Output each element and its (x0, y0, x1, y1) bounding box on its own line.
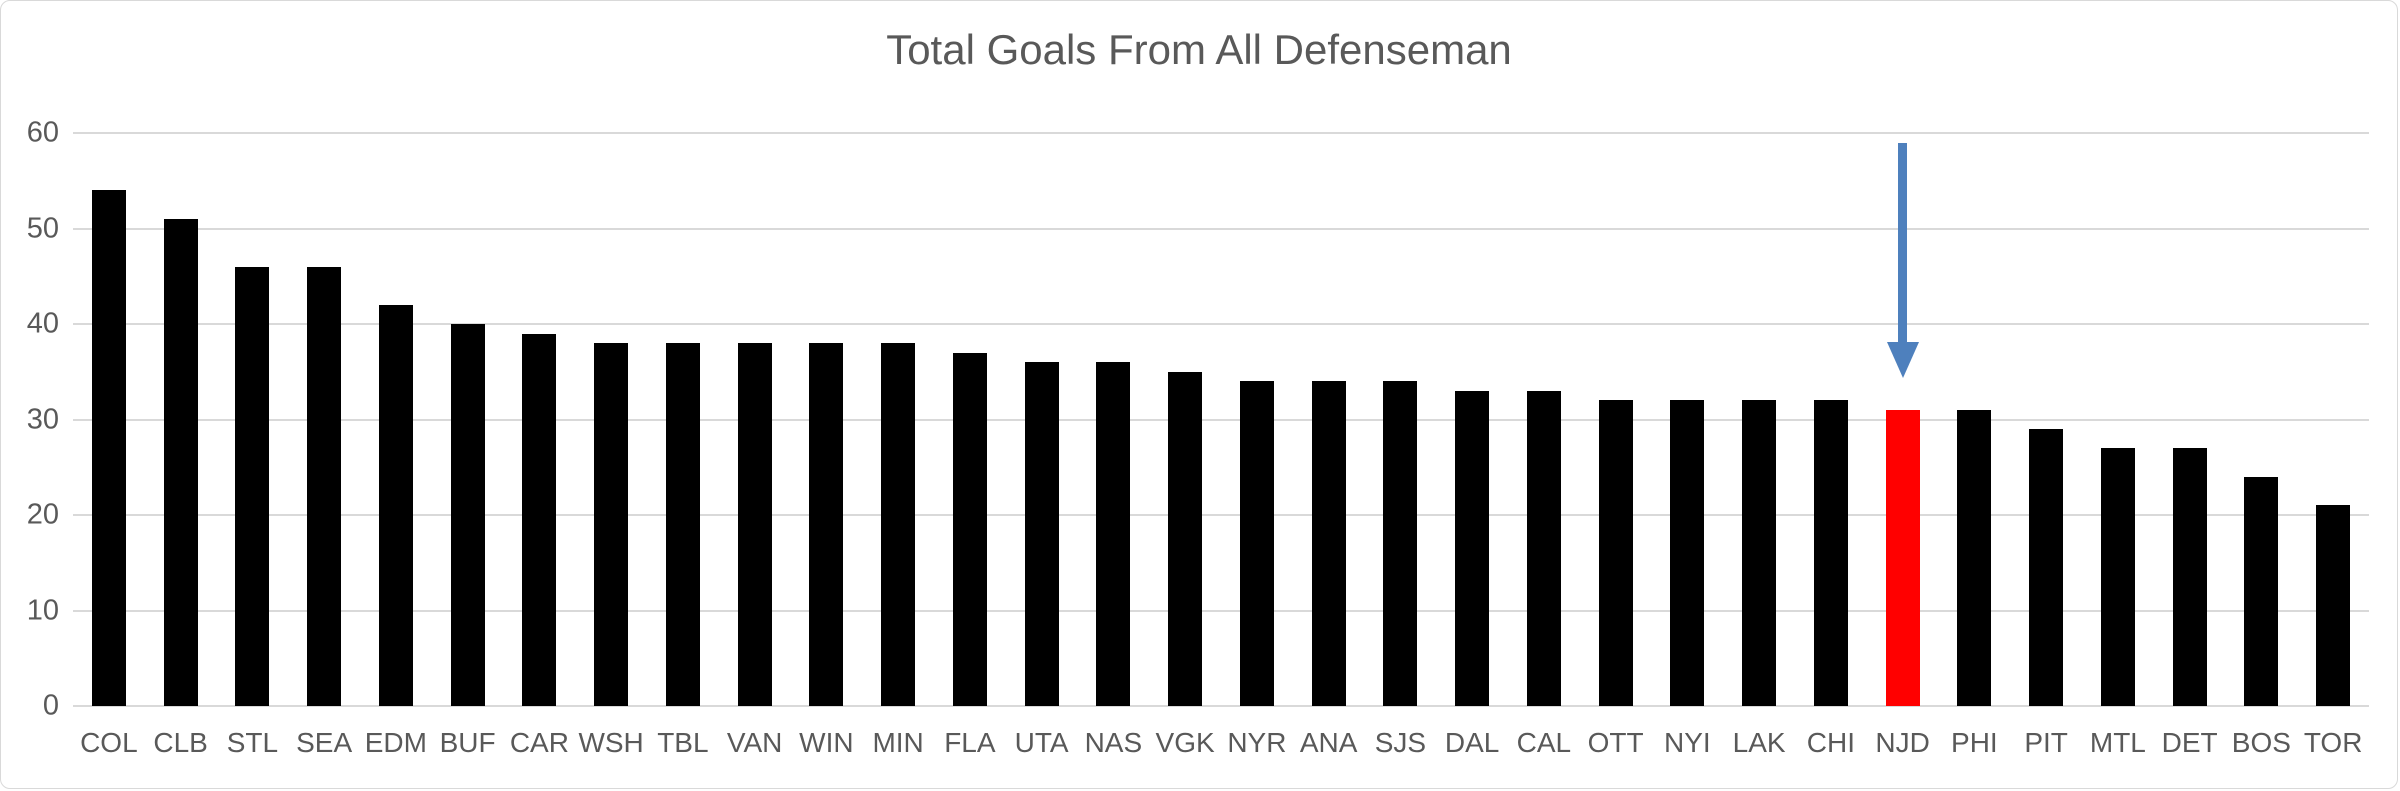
x-tick-label-car: CAR (509, 727, 569, 758)
bar-edm (378, 304, 413, 706)
y-tick-label-50: 50 (26, 212, 59, 244)
bar-nas (1096, 362, 1131, 706)
gridline-30 (73, 418, 2369, 421)
y-tick-label-10: 10 (26, 594, 59, 626)
bar-phi (1957, 409, 1992, 706)
x-tick-label-tbl: TBL (657, 727, 709, 758)
gridline-20 (73, 514, 2369, 516)
x-tick-label-sjs: SJS (1374, 727, 1427, 758)
bar-tbl (665, 343, 700, 706)
bar-vgk (1168, 371, 1203, 706)
y-tick-label-60: 60 (26, 116, 59, 149)
y-tick-label-40: 40 (26, 307, 59, 340)
bar-fla (952, 352, 987, 706)
bar-sjs (1383, 381, 1418, 706)
x-tick-label-pit: PIT (2024, 727, 2068, 758)
bar-nyr (1239, 381, 1274, 706)
bar-uta (1024, 362, 1059, 706)
bar-pit (2029, 429, 2064, 706)
x-tick-label-wsh: WSH (578, 727, 644, 758)
bar-van (737, 343, 772, 706)
gridline-0 (73, 705, 2369, 707)
bar-ott (1598, 400, 1633, 706)
x-tick-label-sea: SEA (296, 727, 353, 758)
bar-dal (1455, 390, 1490, 706)
x-tick-label-nyi: NYI (1664, 727, 1711, 758)
x-tick-label-phi: PHI (1951, 727, 1998, 758)
bar-clb (163, 218, 198, 706)
x-tick-label-nyr: NYR (1227, 727, 1287, 758)
bar-lak (1742, 400, 1777, 706)
x-tick-label-col: COL (80, 727, 138, 758)
y-tick-label-0: 0 (42, 689, 59, 722)
bar-ana (1311, 381, 1346, 706)
bar-min (881, 343, 916, 706)
bar-bos (2244, 476, 2279, 706)
x-tick-label-clb: CLB (153, 727, 208, 758)
plot-area (73, 132, 2369, 707)
bar-chi (1813, 400, 1848, 706)
bar-car (522, 333, 557, 706)
gridline-50 (73, 227, 2369, 230)
y-tick-label-30: 30 (26, 403, 59, 435)
bar-det (2172, 448, 2207, 706)
x-tick-label-dal: DAL (1444, 727, 1500, 758)
x-tick-label-cal: CAL (1516, 727, 1572, 758)
x-tick-label-lak: LAK (1732, 727, 1786, 758)
bar-win (809, 343, 844, 706)
x-tick-label-njd: NJD (1875, 727, 1930, 758)
bar-buf (450, 324, 485, 706)
x-tick-label-mtl: MTL (2089, 727, 2146, 758)
x-tick-label-buf: BUF (439, 727, 496, 758)
gridline-40 (73, 323, 2369, 325)
y-tick-label-20: 20 (26, 498, 59, 531)
bar-col (91, 190, 126, 706)
gridline-60 (73, 132, 2369, 134)
x-tick-label-chi: CHI (1806, 727, 1855, 758)
x-tick-label-bos: BOS (2231, 727, 2291, 758)
gridline-10 (73, 609, 2369, 612)
x-tick-label-fla: FLA (944, 727, 996, 758)
x-tick-label-win: WIN (799, 727, 854, 758)
arrow-head (1886, 342, 1919, 378)
bar-cal (1526, 390, 1561, 706)
x-tick-label-uta: UTA (1014, 727, 1069, 758)
x-tick-label-ott: OTT (1587, 727, 1644, 758)
x-tick-label-nas: NAS (1084, 727, 1143, 758)
down-arrow-annotation (1886, 143, 1919, 378)
x-tick-label-stl: STL (226, 727, 279, 758)
x-tick-label-det: DET (2161, 727, 2218, 758)
x-tick-label-edm: EDM (364, 727, 427, 758)
bar-sea (307, 266, 342, 706)
arrow-shaft (1898, 143, 1908, 344)
bar-njd (1885, 409, 1920, 706)
bar-mtl (2100, 448, 2135, 706)
bar-nyi (1670, 400, 1705, 706)
x-tick-label-vgk: VGK (1155, 727, 1215, 758)
x-tick-label-tor: TOR (2303, 727, 2363, 758)
x-tick-label-ana: ANA (1299, 727, 1358, 758)
bar-wsh (594, 343, 629, 706)
x-tick-label-min: MIN (872, 727, 924, 758)
bar-stl (235, 266, 270, 706)
x-tick-label-van: VAN (726, 727, 783, 758)
chart-title: Total Goals From All Defenseman (886, 26, 1512, 73)
bar-tor (2316, 505, 2351, 706)
